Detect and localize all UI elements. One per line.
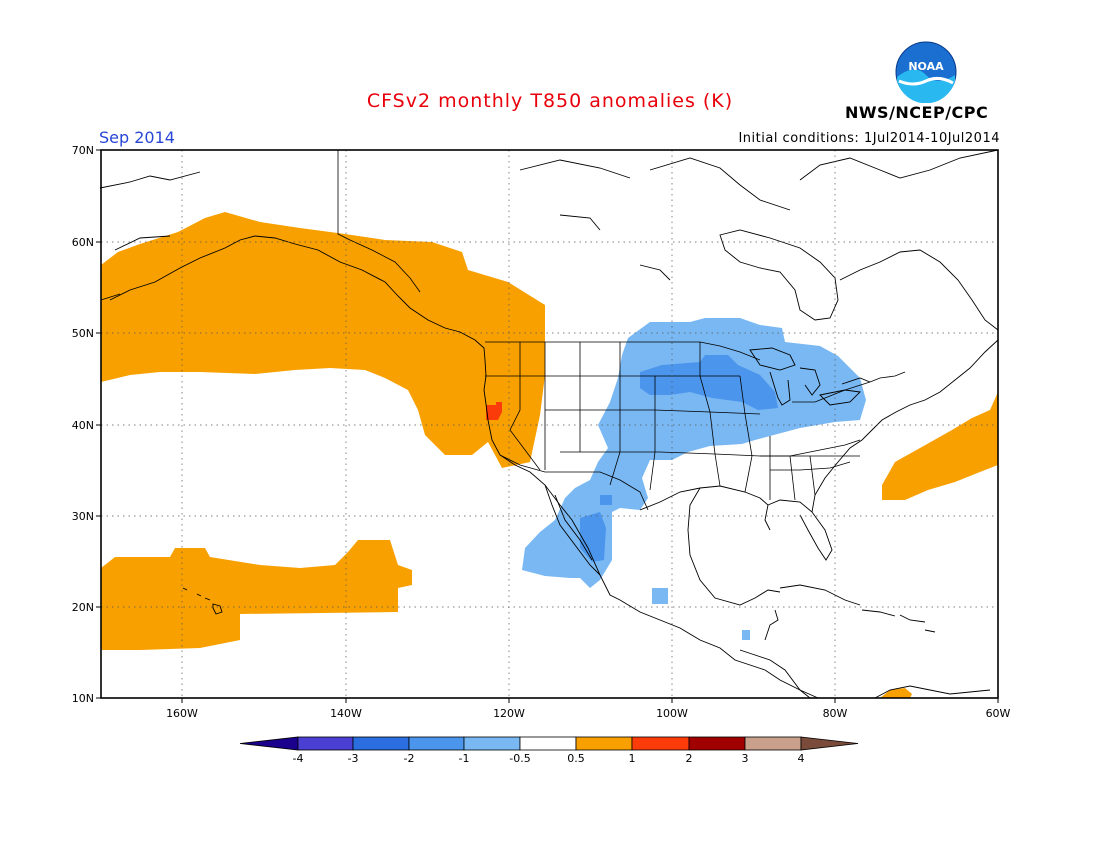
coastlines — [99, 149, 999, 699]
warm-anomaly-regions — [101, 212, 998, 698]
lon-label: 60W — [986, 707, 1011, 720]
colorbar-swatch — [239, 736, 299, 751]
political-borders — [337, 150, 906, 511]
lat-label: 40N — [72, 419, 94, 432]
colorbar-label: 1 — [629, 752, 636, 765]
latitude-labels: 70N 60N 50N 40N 30N 20N 10N — [72, 144, 94, 705]
chart-title: CFSv2 monthly T850 anomalies (K) — [366, 90, 734, 112]
organization-label: NWS/NCEP/CPC — [845, 103, 989, 122]
tick-marks — [96, 149, 999, 703]
lon-label: 160W — [166, 707, 198, 720]
cooler-anomaly-regions — [580, 355, 778, 562]
lat-label: 70N — [72, 144, 94, 157]
colorbar-swatch — [519, 736, 577, 751]
lat-label: 60N — [72, 236, 94, 249]
map-frame — [100, 149, 999, 699]
svg-text:NOAA: NOAA — [908, 60, 944, 73]
longitude-labels: 160W 140W 120W 100W 80W 60W — [166, 707, 1010, 720]
hot-anomaly-regions — [486, 402, 502, 420]
lat-label: 20N — [72, 601, 94, 614]
cool-anomaly-regions — [522, 318, 866, 640]
colorbar-label: 4 — [798, 752, 805, 765]
lon-label: 140W — [330, 707, 362, 720]
colorbar-swatch — [575, 736, 633, 751]
noaa-logo-icon: NOAA — [895, 41, 957, 103]
colorbar-label: 3 — [742, 752, 749, 765]
colorbar-label: -1 — [459, 752, 470, 765]
lon-label: 80W — [823, 707, 848, 720]
colorbar-label: -3 — [348, 752, 359, 765]
colorbar-swatch — [408, 736, 465, 751]
colorbar-label: -0.5 — [509, 752, 530, 765]
colorbar-labels: -4 -3 -2 -1 -0.5 0.5 1 2 3 4 — [293, 752, 805, 765]
initial-conditions-label: Initial conditions: 1Jul2014-10Jul2014 — [738, 131, 1000, 146]
lat-label: 30N — [72, 510, 94, 523]
colorbar-swatch — [800, 736, 859, 751]
colorbar — [239, 736, 859, 751]
lon-label: 100W — [656, 707, 688, 720]
colorbar-swatch — [352, 736, 410, 751]
colorbar-swatch — [688, 736, 746, 751]
colorbar-swatch — [297, 736, 354, 751]
colorbar-swatch — [744, 736, 802, 751]
colorbar-swatch — [463, 736, 521, 751]
gridlines — [101, 150, 998, 698]
lat-label: 50N — [72, 327, 94, 340]
colorbar-swatch — [631, 736, 690, 751]
colorbar-label: -4 — [293, 752, 304, 765]
colorbar-label: 2 — [686, 752, 693, 765]
month-label: Sep 2014 — [99, 128, 175, 147]
colorbar-label: 0.5 — [567, 752, 585, 765]
lat-label: 10N — [72, 692, 94, 705]
colorbar-label: -2 — [404, 752, 415, 765]
lon-label: 120W — [493, 707, 525, 720]
